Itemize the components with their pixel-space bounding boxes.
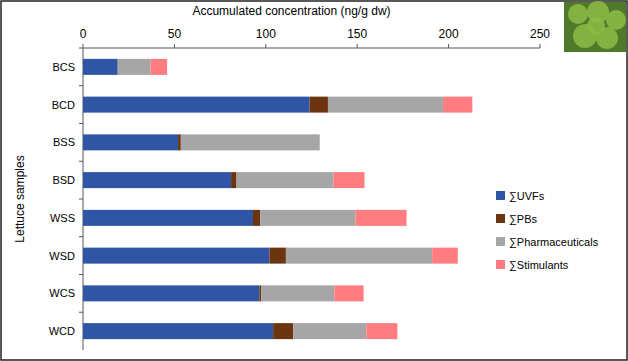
bar-segment [432, 248, 458, 264]
bar-segment [178, 134, 181, 150]
legend-swatch [496, 214, 505, 223]
x-tick-label: 250 [530, 27, 550, 41]
chart-container: Accumulated concentration (ng/g dw) 0 50 10… [0, 0, 628, 361]
bar-segment [83, 248, 269, 264]
x-tick-label: 100 [256, 27, 276, 41]
category-label: BSS [53, 136, 75, 148]
bar-segment [334, 285, 363, 301]
bar-segment [151, 59, 167, 75]
y-tick [79, 85, 83, 86]
bar-segment [237, 172, 334, 188]
bar-segment [231, 172, 236, 188]
x-tick [540, 44, 541, 48]
bar-segment [83, 134, 178, 150]
bar-segment [83, 210, 253, 226]
y-tick [79, 274, 83, 275]
x-tick [357, 44, 358, 48]
x-axis-label: Accumulated concentration (ng/g dw) [192, 4, 390, 18]
legend-swatch [496, 191, 505, 200]
y-tick [79, 236, 83, 237]
x-tick [448, 44, 449, 48]
bar-segment [259, 285, 261, 301]
legend-label: ∑Pharmaceuticals [509, 236, 599, 249]
bars [83, 59, 472, 339]
bar-segment [273, 323, 293, 339]
bar-segment [355, 210, 406, 226]
x-tick-label: 200 [439, 27, 459, 41]
y-tick [79, 161, 83, 162]
bar-segment [83, 172, 231, 188]
y-tick [79, 48, 83, 49]
x-tick [83, 44, 84, 48]
legend-swatch [496, 260, 505, 269]
x-tick [174, 44, 175, 48]
lettuce-photo [564, 1, 626, 52]
chart-svg: Accumulated concentration (ng/g dw) 0 50 10… [0, 0, 628, 361]
x-tick-label: 50 [168, 27, 182, 41]
category-label: WCD [49, 325, 75, 337]
bar-segment [83, 285, 259, 301]
x-tick-label: 150 [347, 27, 367, 41]
bar-segment [260, 210, 355, 226]
y-tick [79, 123, 83, 124]
legend-label: ∑Stimulants [509, 259, 569, 272]
legend-label: ∑UVFs [509, 190, 545, 203]
bar-segment [269, 248, 285, 264]
category-label: BCD [52, 99, 75, 111]
bar-segment [181, 134, 320, 150]
bar-segment [83, 323, 273, 339]
bar-segment [253, 210, 260, 226]
bar-segment [366, 323, 397, 339]
x-axis-line [83, 48, 540, 49]
category-label: BSD [52, 174, 75, 186]
bar-segment [319, 134, 320, 150]
legend-label: ∑PBs [509, 213, 538, 226]
bar-segment [293, 323, 366, 339]
y-tick [79, 312, 83, 313]
y-axis-label: Lettuce samples [13, 155, 27, 242]
bar-segment [83, 97, 310, 113]
outer-border [1, 1, 627, 360]
bar-segment [310, 97, 328, 113]
y-tick [79, 199, 83, 200]
bar-segment [83, 59, 118, 75]
category-label: WSS [50, 212, 75, 224]
bar-segment [333, 172, 364, 188]
category-label: WSD [49, 250, 75, 262]
bar-segment [261, 285, 334, 301]
x-tick-label: 0 [80, 27, 87, 41]
legend-swatch [496, 237, 505, 246]
bar-segment [286, 248, 432, 264]
bar-segment [118, 59, 151, 75]
bar-segment [443, 97, 472, 113]
category-label: BCS [52, 61, 75, 73]
x-tick [265, 44, 266, 48]
bar-segment [328, 97, 443, 113]
category-label: WCS [49, 287, 75, 299]
legend: ∑UVFs ∑PBs ∑Pharmaceuticals ∑Stimulants [496, 190, 599, 272]
